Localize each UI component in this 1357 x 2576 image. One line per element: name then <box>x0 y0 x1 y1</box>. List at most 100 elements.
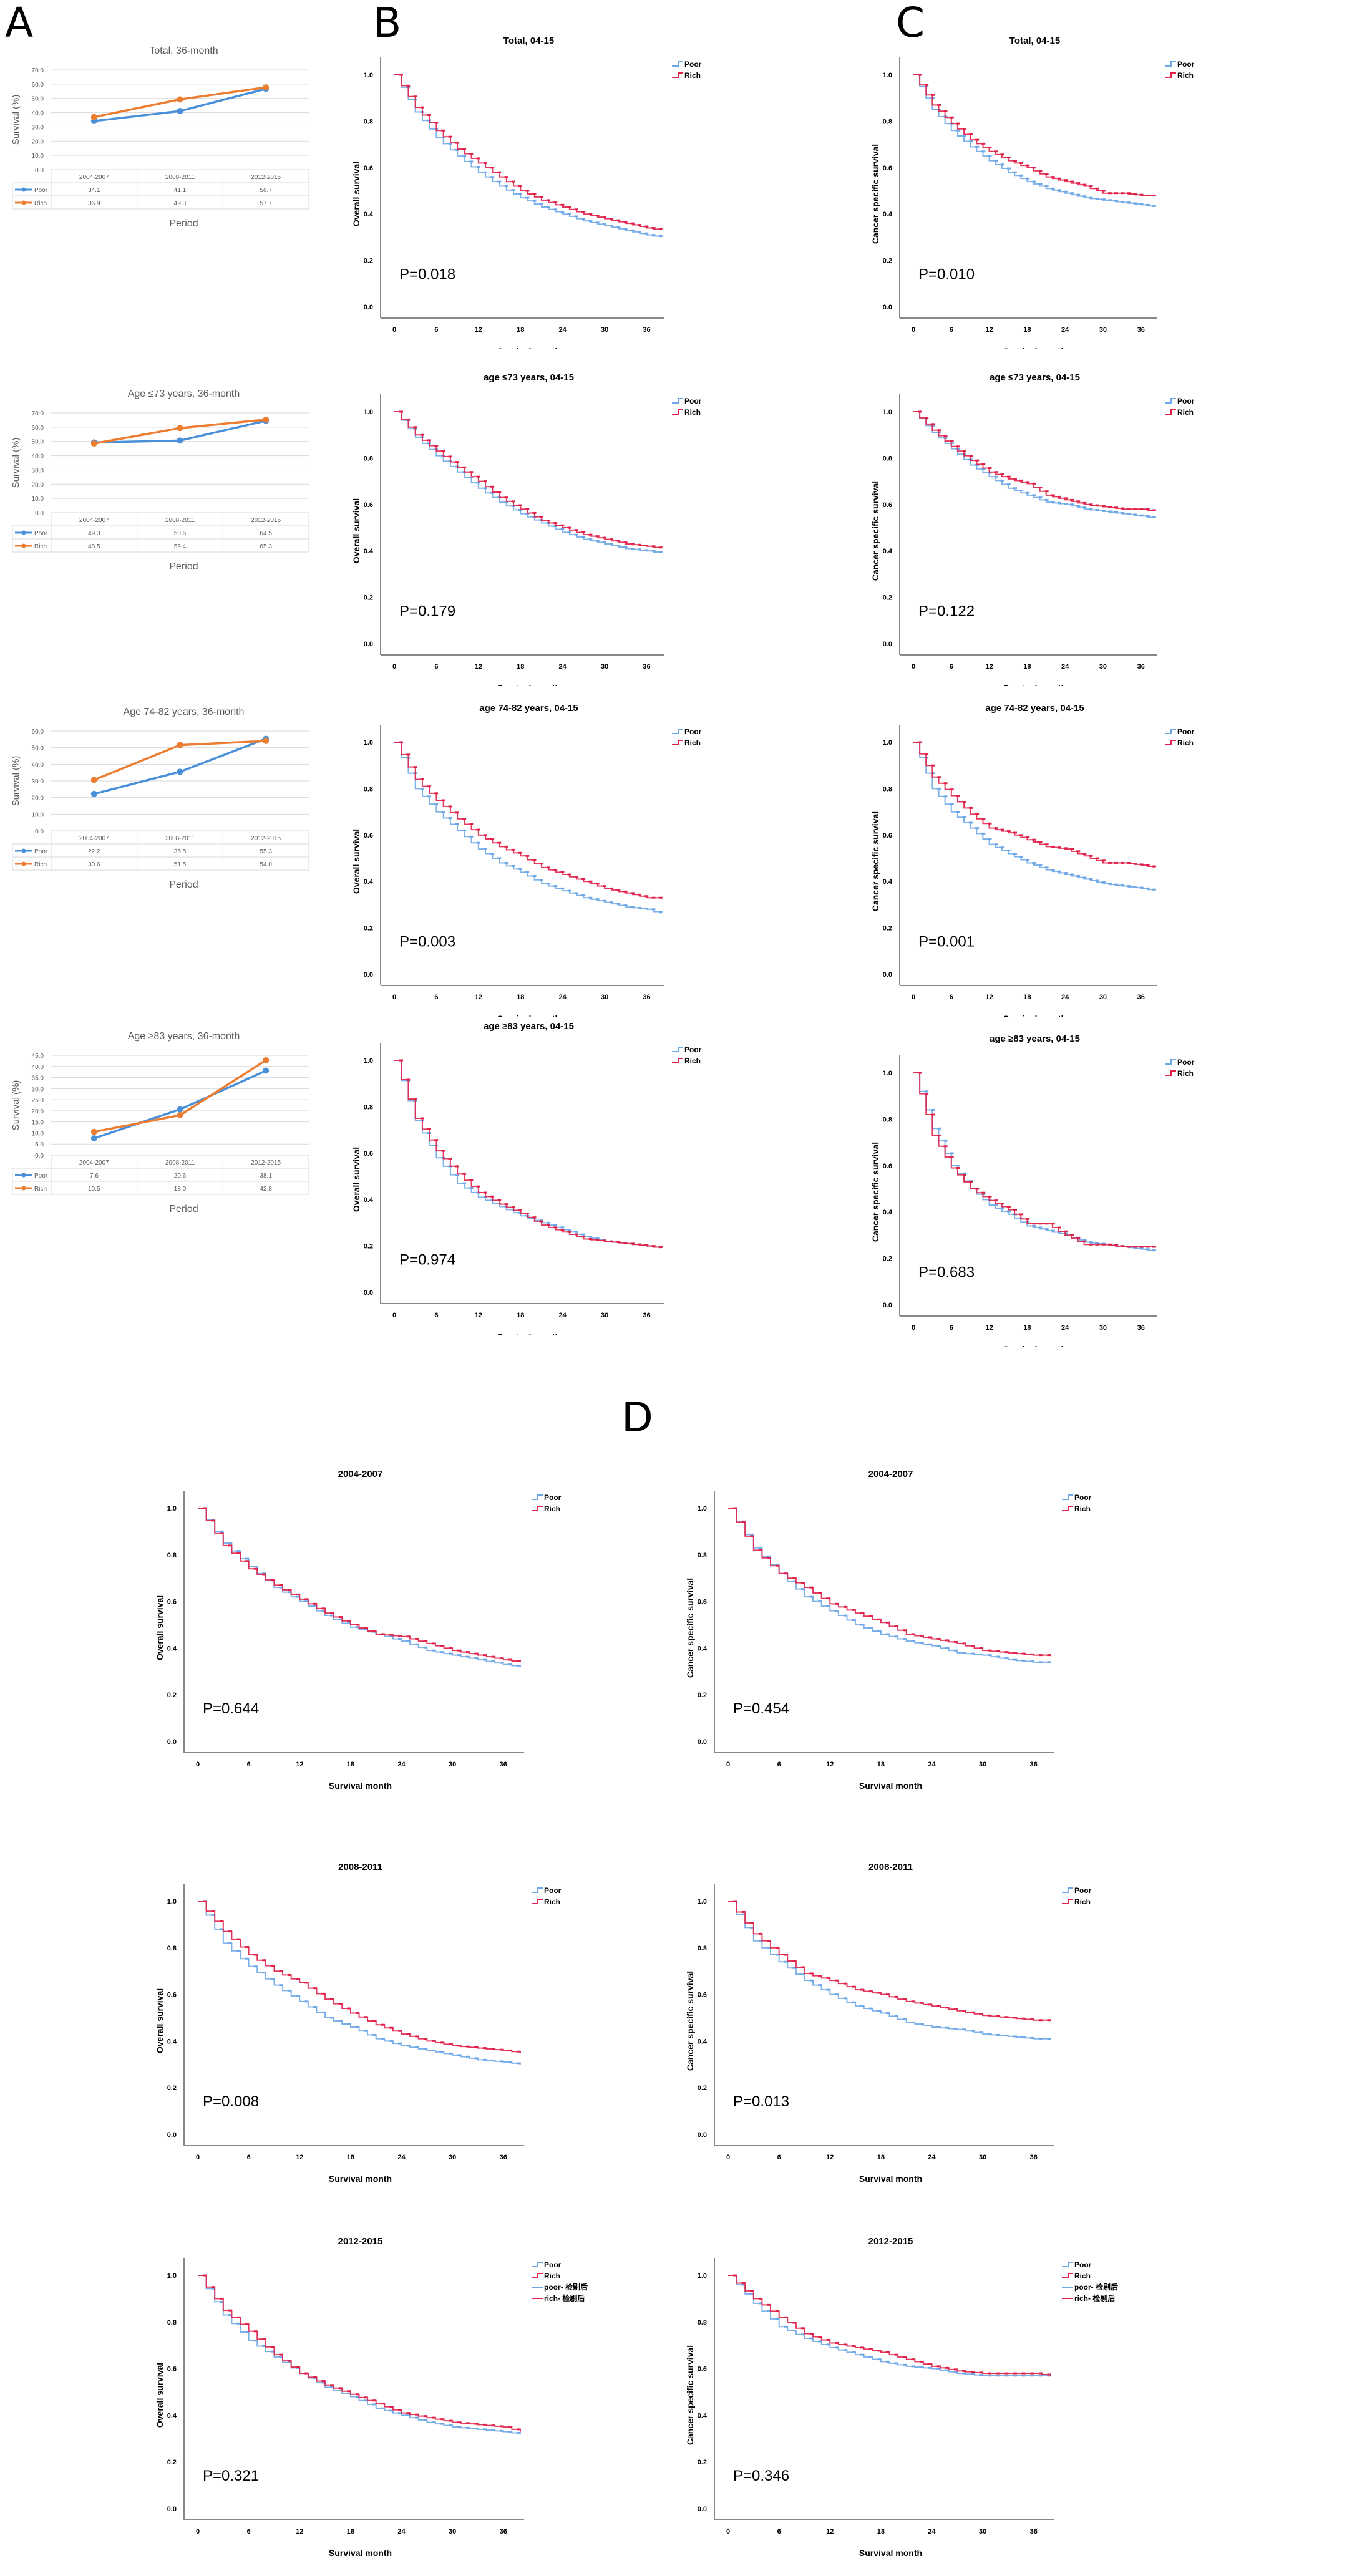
data-point-poor <box>177 768 183 775</box>
data-point-rich <box>177 96 183 103</box>
x-axis-label: Survival month <box>859 2548 922 2558</box>
table-category: 2008-2011 <box>165 835 195 842</box>
x-tick-label: 36 <box>1030 2528 1038 2535</box>
y-tick-label: 0.8 <box>698 1552 707 1559</box>
y-tick-label: 40.0 <box>32 110 44 117</box>
x-tick-label: 36 <box>643 994 650 1001</box>
x-tick-label: 6 <box>777 1761 781 1768</box>
y-tick-label: 0.2 <box>167 1692 177 1699</box>
y-tick-label: 0.6 <box>698 1599 707 1606</box>
y-tick-label: 1.0 <box>167 1505 177 1513</box>
km-curve-poor <box>913 74 1154 208</box>
y-tick-label: 50.0 <box>32 96 44 103</box>
y-axis-label: Overall survival <box>351 1147 361 1212</box>
p-value: P=0.321 <box>203 2467 259 2484</box>
data-point-rich <box>177 425 183 432</box>
y-tick-label: 60.0 <box>32 425 44 432</box>
chart-d2: 2004-2007 0.0 0.2 0.4 0.6 0.8 1.0 0 6 12 18 24 30 36 S… <box>685 1469 1092 1791</box>
data-point-rich <box>263 84 270 91</box>
y-tick-label: 20.0 <box>32 795 44 802</box>
y-tick-label: 0.4 <box>698 2412 708 2419</box>
legend-label: Rich <box>1074 1504 1091 1513</box>
chart-title: Age 74-82 years, 36-month <box>124 707 245 717</box>
y-tick-label: 1.0 <box>364 72 373 79</box>
table-value: 10.5 <box>88 1186 100 1193</box>
y-tick-label: 45.0 <box>32 1053 44 1060</box>
x-tick-label: 6 <box>777 2154 781 2161</box>
y-tick-label: 0.0 <box>35 1153 44 1160</box>
legend-label: Rich <box>684 1057 701 1065</box>
y-tick-label: 0.6 <box>698 2366 707 2373</box>
y-tick-label: 0.8 <box>167 1552 177 1559</box>
chart-title: Age ≤73 years, 36-month <box>128 389 240 399</box>
x-tick-label: 36 <box>1137 326 1145 334</box>
y-tick-label: 0.0 <box>35 167 44 174</box>
x-tick-label: 0 <box>726 2528 730 2535</box>
x-tick-label: 12 <box>296 1761 303 1768</box>
x-tick-label: 36 <box>500 2154 507 2161</box>
x-axis-label: Survival month <box>329 2174 392 2184</box>
chart-b2: age ≤73 years, 04-15 0.0 0.2 0.4 0.6 0.8 1.0 0 6… <box>351 372 702 686</box>
table-value: 51.5 <box>174 861 187 868</box>
y-tick-label: 0.2 <box>364 594 373 602</box>
x-tick-label: 36 <box>1137 994 1145 1001</box>
x-tick-label: 0 <box>196 1761 200 1768</box>
y-tick-label: 20.0 <box>32 482 44 488</box>
table-value: 54.0 <box>260 861 272 868</box>
km-curve-poor <box>913 1072 1154 1252</box>
km-curve-poor <box>198 1508 521 1667</box>
y-tick-label: 0.4 <box>883 878 893 886</box>
table-value: 30.6 <box>88 861 100 868</box>
p-value: P=0.010 <box>918 266 975 283</box>
x-tick-label: 30 <box>979 2528 986 2535</box>
x-tick-label: 24 <box>397 1761 406 1768</box>
y-tick-label: 30.0 <box>32 467 44 474</box>
y-axis-label: Overall survival <box>155 1595 165 1660</box>
y-tick-label: 30.0 <box>32 1086 44 1093</box>
x-tick-label: 36 <box>643 326 650 334</box>
legend-swatch-rich <box>672 740 683 745</box>
data-point-rich <box>263 738 270 744</box>
y-tick-label: 0.4 <box>167 1645 177 1652</box>
x-tick-label: 18 <box>877 2528 885 2535</box>
y-axis-label: Survival (%) <box>11 1080 21 1131</box>
y-tick-label: 1.0 <box>364 739 373 747</box>
legend-swatch-poor <box>672 1047 683 1052</box>
data-point-rich <box>90 440 97 447</box>
y-tick-label: 0.4 <box>364 878 374 886</box>
y-tick-label: 15.0 <box>32 1120 44 1126</box>
legend-label: Poor <box>1177 727 1195 736</box>
x-tick-label: 24 <box>559 1312 567 1319</box>
legend-label: Poor <box>1177 60 1195 69</box>
y-tick-label: 0.2 <box>698 2085 707 2092</box>
y-tick-label: 0.8 <box>883 118 892 125</box>
data-point-poor <box>263 1067 270 1074</box>
legend-label: Poor <box>684 1045 702 1054</box>
table-value: 38.1 <box>260 1173 272 1179</box>
chart-d6: 2012-2015 0.0 0.2 0.4 0.6 0.8 1.0 0 6 12 18 24 30 36 S… <box>685 2236 1118 2558</box>
x-tick-label: 24 <box>559 326 567 334</box>
legend-label: rich- 检剔后 <box>1074 2293 1115 2303</box>
p-value: P=0.683 <box>918 1264 975 1281</box>
km-curve-poor <box>394 1060 661 1249</box>
chart-title: Total, 04-15 <box>1009 36 1060 46</box>
data-point-rich <box>90 1128 97 1135</box>
x-tick-label: 6 <box>247 2528 251 2535</box>
x-tick-label: 0 <box>392 326 396 334</box>
x-tick-label: 18 <box>877 1761 885 1768</box>
y-tick-label: 50.0 <box>32 439 44 446</box>
legend-swatch-poor <box>1165 1059 1176 1065</box>
x-tick-label: 24 <box>1061 663 1069 671</box>
y-tick-label: 1.0 <box>698 1505 707 1513</box>
y-tick-label: 0.0 <box>698 2131 707 2139</box>
km-curve-poor <box>394 411 661 553</box>
y-tick-label: 0.6 <box>167 1599 177 1606</box>
chart-c3: age 74-82 years, 04-15 0.0 0.2 0.4 0.6 0.8 1.0… <box>870 703 1195 1017</box>
x-axis-label: Survival month <box>497 1014 560 1017</box>
legend-marker-rich <box>21 1186 26 1191</box>
data-point-rich <box>263 1057 270 1063</box>
y-tick-label: 0.6 <box>883 1163 892 1170</box>
x-axis-label: Period <box>169 561 198 572</box>
x-axis-label: Survival month <box>1003 683 1066 686</box>
y-axis-label: Cancer specific survival <box>870 811 880 911</box>
